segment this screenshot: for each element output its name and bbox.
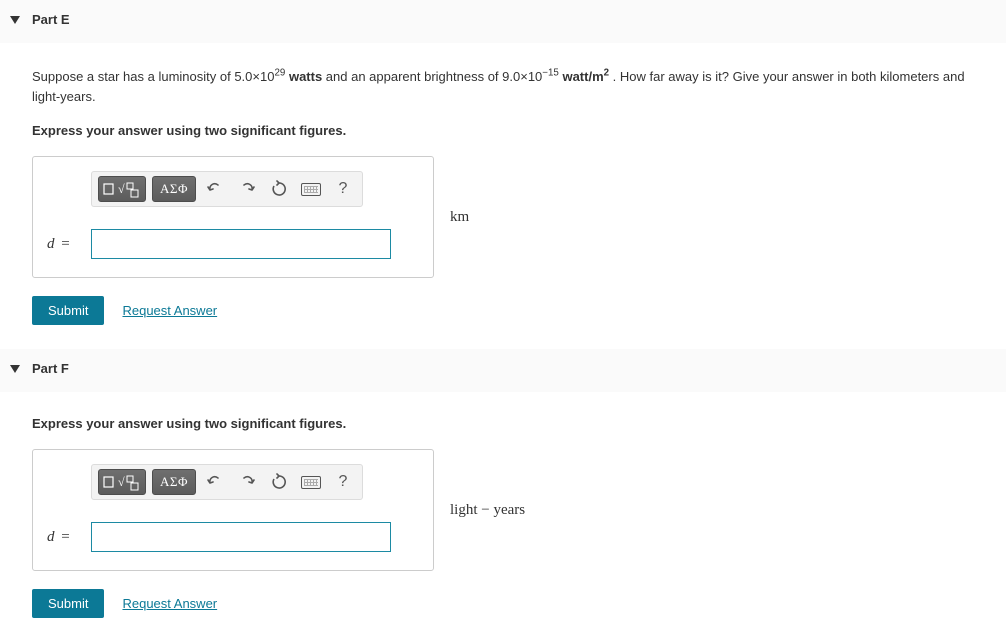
collapse-icon xyxy=(10,365,20,373)
undo-button[interactable] xyxy=(202,176,228,202)
svg-text:√: √ xyxy=(118,182,125,196)
request-answer-link-e[interactable]: Request Answer xyxy=(122,303,217,318)
reset-button[interactable] xyxy=(266,469,292,495)
bright-exp: −15 xyxy=(542,68,559,79)
part-e-question: Suppose a star has a luminosity of 5.0×1… xyxy=(32,67,996,107)
answer-input-f[interactable] xyxy=(91,522,391,552)
answer-row-e: d = xyxy=(47,229,419,259)
part-f-body: Express your answer using two significan… xyxy=(0,396,1006,628)
q-text: Suppose a star has a luminosity of 5.0×1… xyxy=(32,69,274,84)
equation-toolbar-f: √ ΑΣΦ ? xyxy=(91,464,363,500)
equation-toolbar-e: √ ΑΣΦ ? xyxy=(91,171,363,207)
redo-button[interactable] xyxy=(234,469,260,495)
answer-wrap-e: √ ΑΣΦ ? xyxy=(32,156,996,278)
answer-row-f: d = xyxy=(47,522,419,552)
part-e-title: Part E xyxy=(32,12,70,27)
answer-wrap-f: √ ΑΣΦ ? xyxy=(32,449,996,571)
reset-button[interactable] xyxy=(266,176,292,202)
var-name-e: d xyxy=(47,236,55,252)
keyboard-icon xyxy=(301,476,321,489)
request-answer-link-f[interactable]: Request Answer xyxy=(122,596,217,611)
q-mid: and an apparent brightness of 9.0×10 xyxy=(322,69,542,84)
var-name-f: d xyxy=(47,529,55,545)
variable-label-f: d = xyxy=(47,529,91,546)
lum-exp: 29 xyxy=(274,68,285,79)
part-f-section: Part F xyxy=(0,349,1006,392)
actions-f: Submit Request Answer xyxy=(32,589,996,618)
template-button[interactable]: √ xyxy=(98,176,146,202)
template-button[interactable]: √ xyxy=(98,469,146,495)
unit-label-f: light − years xyxy=(450,502,525,519)
unit-label-e: km xyxy=(450,209,469,226)
answer-panel-f: √ ΑΣΦ ? xyxy=(32,449,434,571)
collapse-icon xyxy=(10,16,20,24)
submit-button-f[interactable]: Submit xyxy=(32,589,104,618)
answer-panel-e: √ ΑΣΦ ? xyxy=(32,156,434,278)
bright-unit-pre: watt/m xyxy=(562,69,603,84)
part-e-instruction: Express your answer using two significan… xyxy=(32,123,996,138)
svg-text:√: √ xyxy=(118,475,125,489)
keyboard-button[interactable] xyxy=(298,176,324,202)
variable-label-e: d = xyxy=(47,236,91,253)
lum-unit: watts xyxy=(289,69,322,84)
submit-button-e[interactable]: Submit xyxy=(32,296,104,325)
part-e-body: Suppose a star has a luminosity of 5.0×1… xyxy=(0,47,1006,335)
part-e-header[interactable]: Part E xyxy=(0,10,1006,33)
keyboard-icon xyxy=(301,183,321,196)
help-button[interactable]: ? xyxy=(330,176,356,202)
greek-button[interactable]: ΑΣΦ xyxy=(152,176,196,202)
undo-button[interactable] xyxy=(202,469,228,495)
help-button[interactable]: ? xyxy=(330,469,356,495)
redo-button[interactable] xyxy=(234,176,260,202)
part-f-header[interactable]: Part F xyxy=(0,359,1006,382)
greek-button[interactable]: ΑΣΦ xyxy=(152,469,196,495)
answer-input-e[interactable] xyxy=(91,229,391,259)
keyboard-button[interactable] xyxy=(298,469,324,495)
part-f-title: Part F xyxy=(32,361,69,376)
part-e-section: Part E xyxy=(0,0,1006,43)
actions-e: Submit Request Answer xyxy=(32,296,996,325)
part-f-instruction: Express your answer using two significan… xyxy=(32,416,996,431)
